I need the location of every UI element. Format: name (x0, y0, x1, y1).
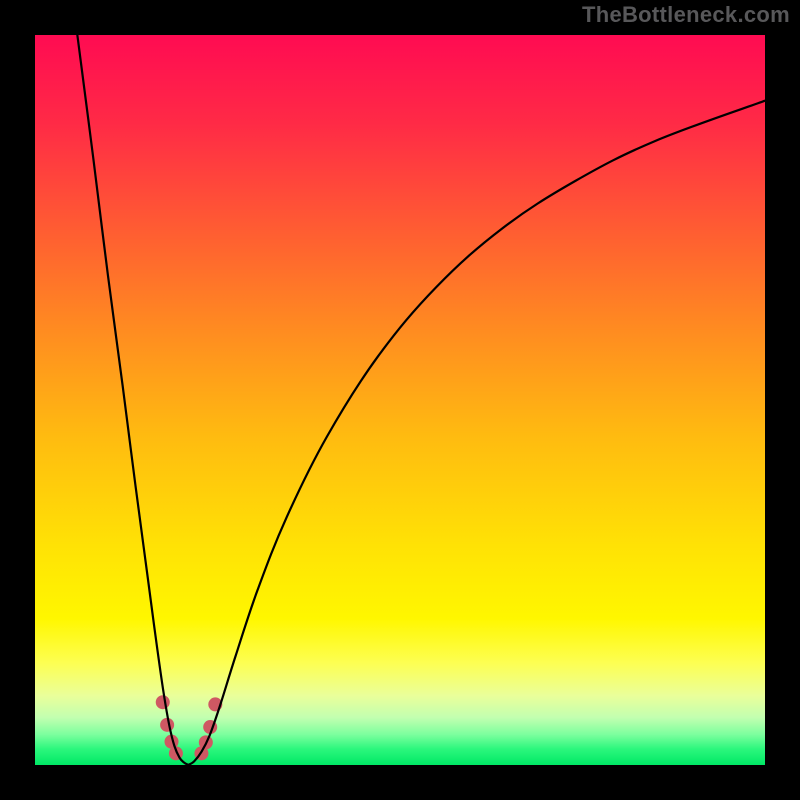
cusp-marker (156, 695, 170, 709)
gradient-background (35, 35, 765, 765)
plot-area (35, 35, 765, 765)
bottleneck-curve-chart (35, 35, 765, 765)
outer-frame: TheBottleneck.com (0, 0, 800, 800)
watermark-text: TheBottleneck.com (582, 2, 790, 28)
